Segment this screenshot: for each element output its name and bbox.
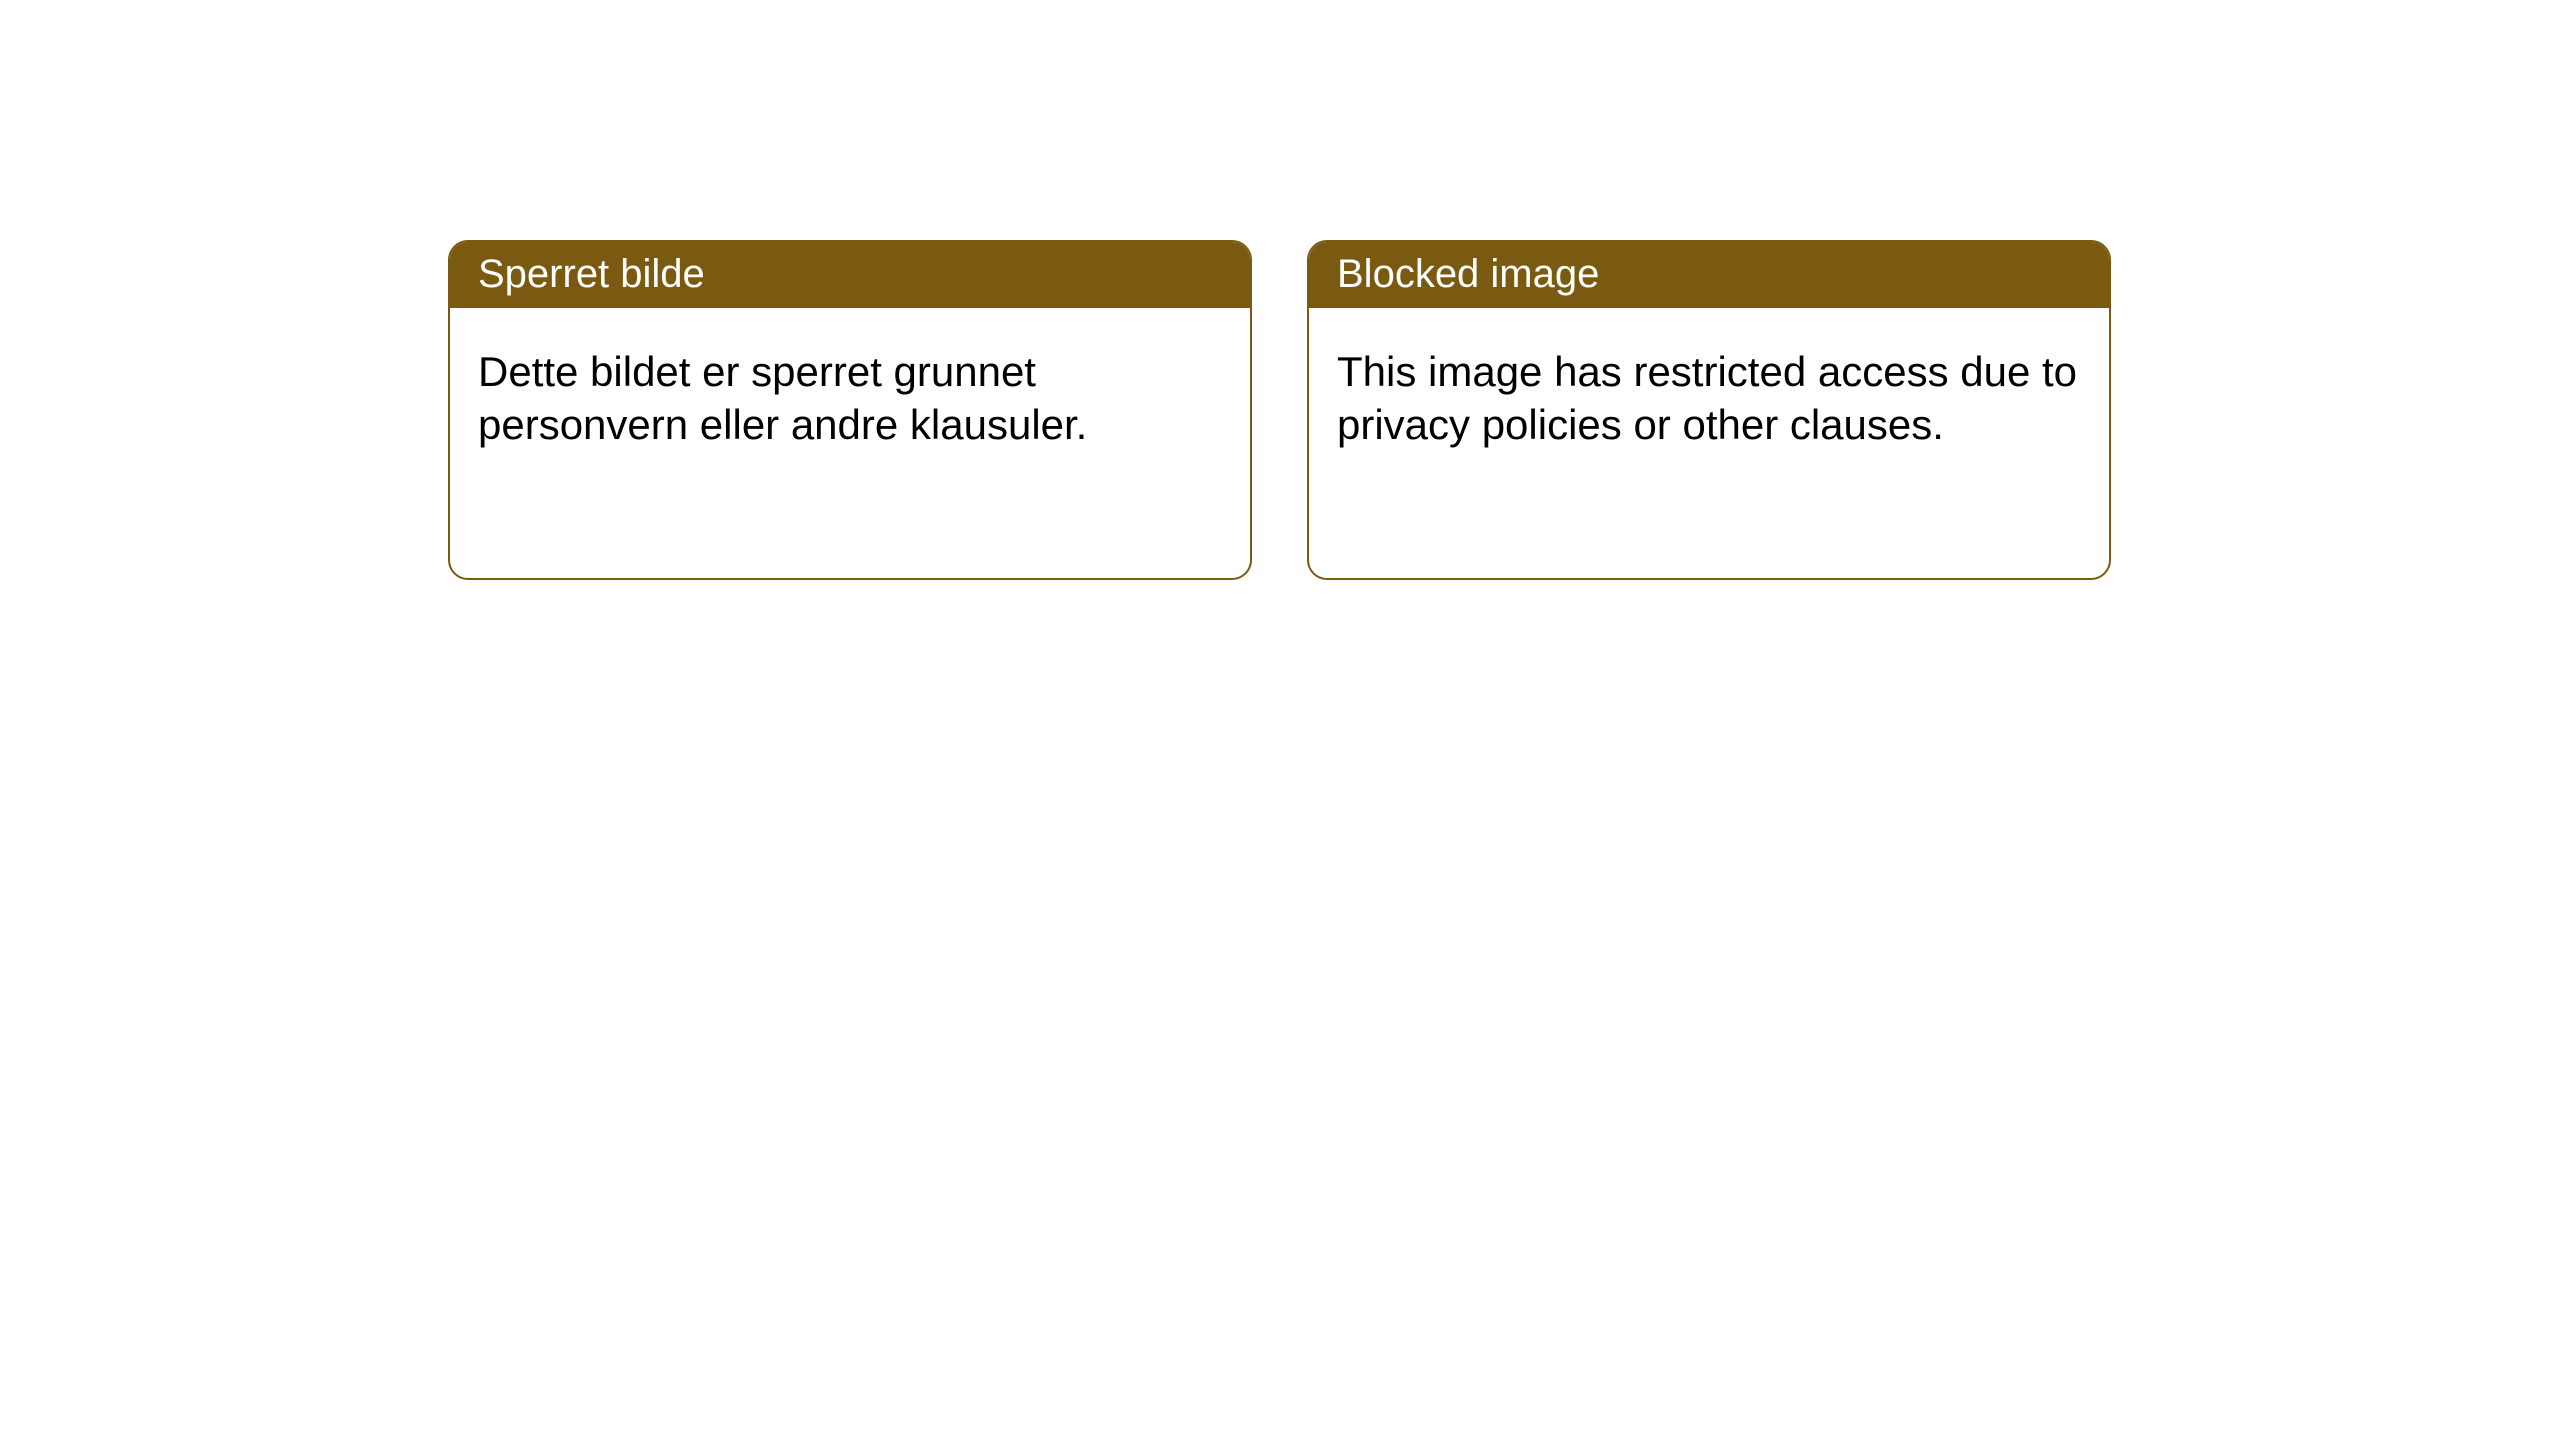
notice-container: Sperret bilde Dette bildet er sperret gr… bbox=[0, 0, 2560, 580]
notice-title-no: Sperret bilde bbox=[450, 242, 1250, 308]
notice-card-en: Blocked image This image has restricted … bbox=[1307, 240, 2111, 580]
notice-title-en: Blocked image bbox=[1309, 242, 2109, 308]
notice-body-no: Dette bildet er sperret grunnet personve… bbox=[450, 308, 1250, 479]
notice-body-en: This image has restricted access due to … bbox=[1309, 308, 2109, 479]
notice-card-no: Sperret bilde Dette bildet er sperret gr… bbox=[448, 240, 1252, 580]
